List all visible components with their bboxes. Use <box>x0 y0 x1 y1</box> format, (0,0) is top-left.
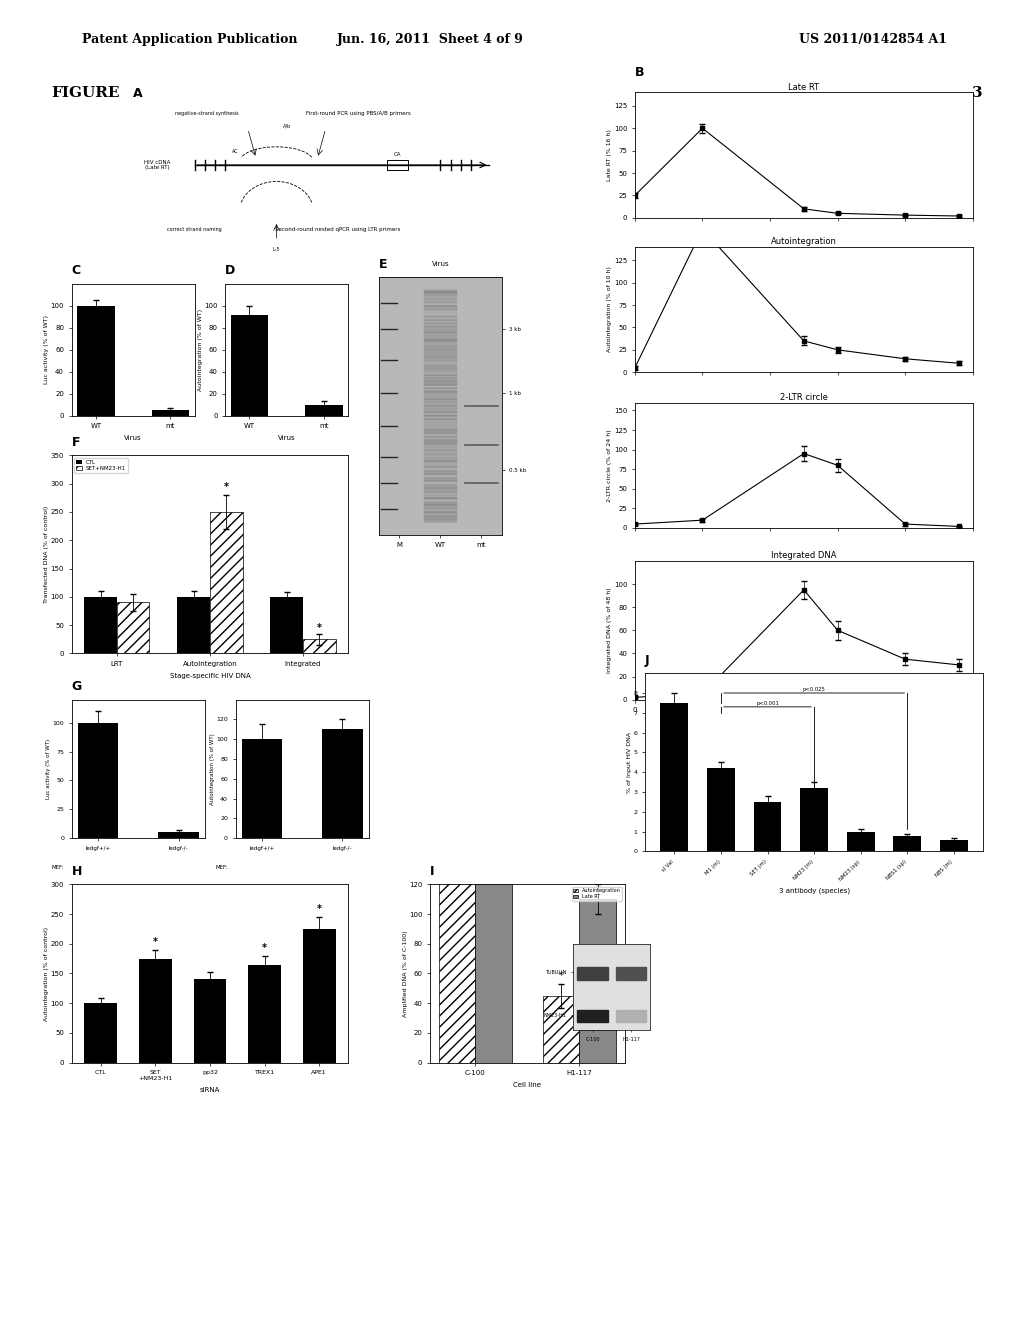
Bar <box>194 979 226 1063</box>
Text: 3: 3 <box>973 86 983 100</box>
Text: G: G <box>72 680 82 693</box>
Bar <box>177 597 210 653</box>
Bar <box>242 739 282 838</box>
Bar <box>270 597 303 653</box>
Text: D: D <box>225 264 236 277</box>
Text: *: * <box>223 483 228 492</box>
Legend: CTL, SET+NM23-H1: CTL, SET+NM23-H1 <box>75 458 128 473</box>
Bar <box>847 832 874 851</box>
X-axis label: Cell line: Cell line <box>513 1082 542 1088</box>
X-axis label: Virus: Virus <box>124 436 142 441</box>
Bar <box>248 965 281 1063</box>
Bar <box>159 833 199 838</box>
Text: *: * <box>316 904 322 915</box>
Bar <box>303 929 336 1063</box>
Text: E: E <box>379 257 387 271</box>
Bar <box>230 314 268 416</box>
Title: 2-LTR circle: 2-LTR circle <box>780 393 827 401</box>
Text: p<0.025: p<0.025 <box>803 686 825 692</box>
Text: L-5: L-5 <box>272 247 281 252</box>
Y-axis label: % of Input HIV DNA: % of Input HIV DNA <box>627 731 632 793</box>
Text: A: A <box>133 87 142 100</box>
Text: Second-round nested qPCR using LTR primers: Second-round nested qPCR using LTR prime… <box>275 227 400 232</box>
Y-axis label: Amplified DNA (% of C-100): Amplified DNA (% of C-100) <box>402 931 408 1016</box>
Text: negative-strand synthesis: negative-strand synthesis <box>175 111 239 116</box>
Title: Late RT: Late RT <box>788 83 819 91</box>
Bar <box>117 602 150 653</box>
X-axis label: Virus: Virus <box>278 436 296 441</box>
Text: C: C <box>72 264 81 277</box>
Text: *: * <box>559 972 563 982</box>
X-axis label: 3 antibody (species): 3 antibody (species) <box>778 887 850 894</box>
Text: *: * <box>316 623 322 632</box>
X-axis label: Stage-specific HIV DNA: Stage-specific HIV DNA <box>170 673 250 678</box>
Text: CA: CA <box>393 152 401 157</box>
Bar <box>439 751 475 1063</box>
Bar <box>707 768 735 851</box>
Bar <box>615 1010 646 1023</box>
Y-axis label: Autointegration (% of WT): Autointegration (% of WT) <box>198 309 203 391</box>
Y-axis label: Autointegration (% of control): Autointegration (% of control) <box>44 927 49 1020</box>
Title: Integrated DNA: Integrated DNA <box>771 552 837 560</box>
Text: I: I <box>430 865 434 878</box>
Bar <box>323 729 362 838</box>
Text: B: B <box>635 66 644 79</box>
Text: correct strand naming: correct strand naming <box>167 227 222 232</box>
Bar <box>578 1010 608 1023</box>
Text: MEF:: MEF: <box>51 865 65 870</box>
Bar <box>800 788 828 851</box>
Text: A/b: A/b <box>283 123 291 128</box>
X-axis label: siRNA: siRNA <box>200 1086 220 1093</box>
Y-axis label: Autointegration (% of WT): Autointegration (% of WT) <box>210 733 215 805</box>
Text: Jun. 16, 2011  Sheet 4 of 9: Jun. 16, 2011 Sheet 4 of 9 <box>337 33 523 46</box>
Bar <box>754 803 781 851</box>
Text: AC: AC <box>232 149 239 154</box>
Text: *: * <box>153 937 158 946</box>
Bar <box>940 840 968 851</box>
Bar <box>580 899 615 1063</box>
Bar <box>303 639 336 653</box>
Y-axis label: Late RT (% 16 h): Late RT (% 16 h) <box>607 129 612 181</box>
Bar <box>305 405 343 416</box>
Text: H: H <box>72 865 82 878</box>
Bar <box>152 411 189 416</box>
Text: F: F <box>72 436 80 449</box>
Bar <box>475 758 512 1063</box>
Bar <box>77 306 115 416</box>
Bar <box>578 966 608 979</box>
Bar <box>893 836 922 851</box>
Text: p<0.001: p<0.001 <box>756 701 779 706</box>
Y-axis label: Luc activity (% of WT): Luc activity (% of WT) <box>44 315 49 384</box>
Text: *: * <box>262 942 267 953</box>
Y-axis label: Integrated DNA (% of 48 h): Integrated DNA (% of 48 h) <box>607 587 612 673</box>
Bar <box>210 512 243 653</box>
Y-axis label: 2-LTR circle (% of 24 h): 2-LTR circle (% of 24 h) <box>607 429 612 502</box>
Y-axis label: Transfected DNA (% of control): Transfected DNA (% of control) <box>44 506 49 603</box>
Title: Autointegration: Autointegration <box>771 238 837 246</box>
Text: MEF:: MEF: <box>216 865 228 870</box>
X-axis label: Hours post infection: Hours post infection <box>769 719 839 725</box>
Text: HIV cDNA
(Late RT): HIV cDNA (Late RT) <box>143 160 170 170</box>
Text: US 2011/0142854 A1: US 2011/0142854 A1 <box>799 33 947 46</box>
Text: FIGURE: FIGURE <box>51 86 120 100</box>
Y-axis label: Autointegration (% of 10 h): Autointegration (% of 10 h) <box>607 267 612 352</box>
Text: J: J <box>645 653 650 667</box>
Bar <box>615 966 646 979</box>
Bar <box>84 597 117 653</box>
Bar <box>660 704 688 851</box>
Bar <box>78 723 118 838</box>
Text: Virus: Virus <box>431 261 450 267</box>
Legend: Autointegration, Late RT: Autointegration, Late RT <box>571 887 623 900</box>
Text: Patent Application Publication: Patent Application Publication <box>82 33 297 46</box>
Text: First-round PCR using PBS/A/B primers: First-round PCR using PBS/A/B primers <box>306 111 411 116</box>
Bar <box>139 958 172 1063</box>
Y-axis label: Luc activity (% of WT): Luc activity (% of WT) <box>46 739 51 799</box>
Bar <box>543 995 580 1063</box>
Bar <box>387 160 408 170</box>
Bar <box>84 1003 117 1063</box>
